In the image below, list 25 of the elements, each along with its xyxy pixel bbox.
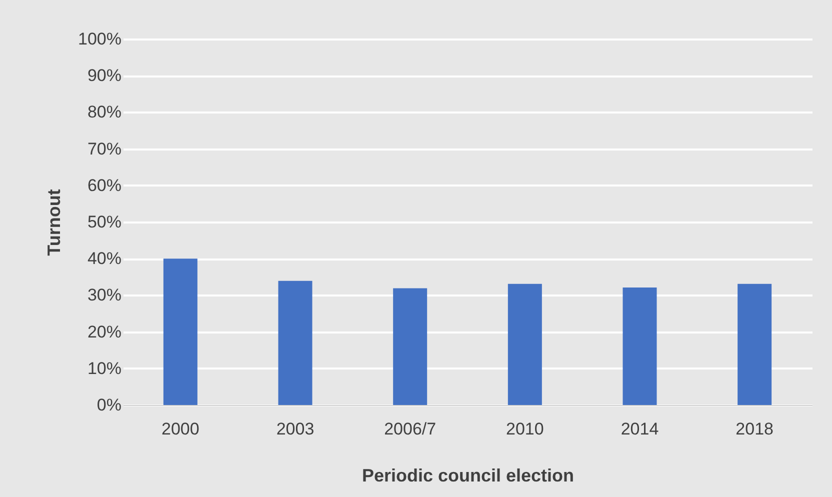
bar	[738, 284, 772, 405]
y-tick-label: 0%	[96, 396, 122, 414]
x-axis-title: Periodic council election	[362, 466, 574, 486]
bar	[163, 258, 198, 405]
x-tick-label: 2003	[276, 420, 314, 438]
y-tick-label: 90%	[87, 66, 122, 86]
bar	[508, 284, 542, 405]
x-tick-label: 2006/7	[384, 420, 436, 438]
y-tick-label: 100%	[78, 30, 122, 48]
x-tick-label: 2018	[736, 420, 774, 438]
y-tick-label: 20%	[87, 322, 122, 342]
y-tick-label: 30%	[87, 286, 122, 305]
bar	[622, 288, 657, 405]
y-tick-label: 10%	[87, 358, 122, 378]
y-tick-label: 80%	[87, 102, 122, 122]
x-tick-label: 2010	[506, 420, 544, 438]
y-tick-label: 70%	[87, 139, 122, 158]
y-tick-label: 40%	[87, 249, 122, 268]
x-tick-label: 2000	[162, 420, 200, 438]
y-tick-label: 50%	[87, 212, 122, 232]
y-tick-label: 60%	[87, 176, 122, 195]
bar	[278, 280, 312, 405]
bar	[393, 288, 428, 405]
x-tick-label: 2014	[620, 420, 659, 438]
y-axis-title: Turnout	[44, 189, 64, 256]
